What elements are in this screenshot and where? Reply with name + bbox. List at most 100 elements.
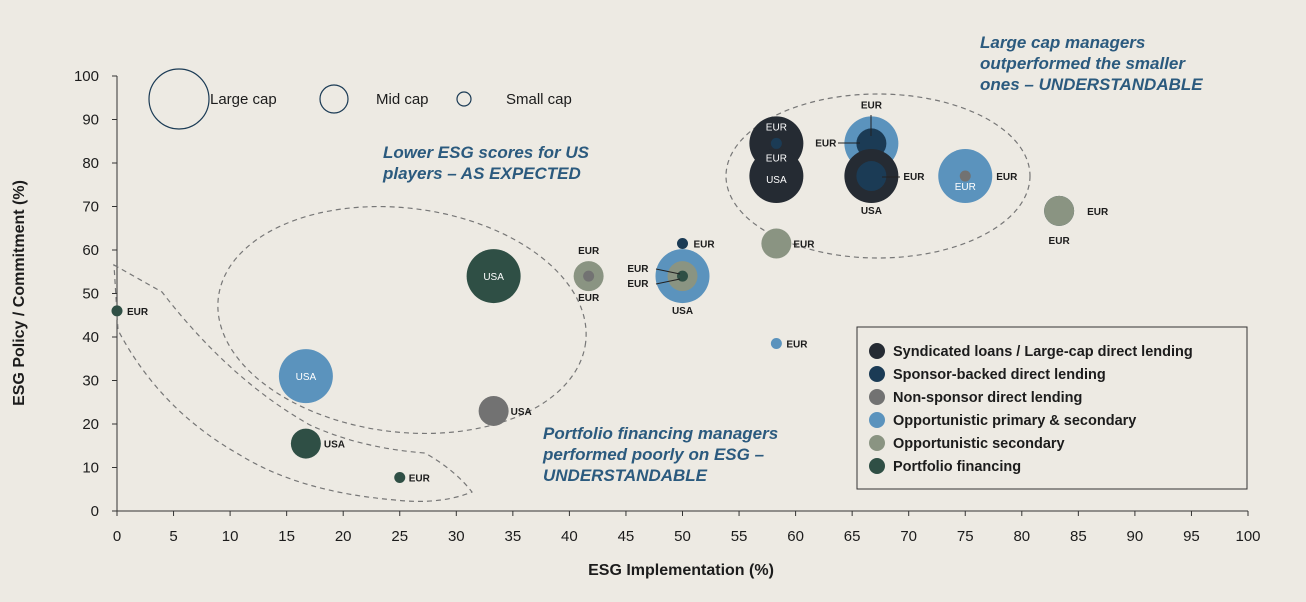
x-tick-label: 100 [1235, 528, 1260, 545]
bubble-label: USA [483, 272, 504, 283]
size-legend-label: Large cap [210, 91, 277, 108]
large-cap-region [725, 93, 1031, 259]
bubble [394, 472, 406, 484]
y-tick-label: 10 [82, 460, 99, 477]
legend-box [856, 326, 1248, 490]
x-tick-label: 25 [391, 528, 408, 545]
legend-swatch [869, 343, 885, 359]
y-axis-label: ESG Policy / Commitment (%) [11, 180, 28, 406]
bubble-label: EUR [627, 264, 649, 275]
size-legend: Large cap Mid cap Small cap [148, 68, 572, 130]
bubble-label: EUR [793, 239, 815, 250]
bubble-label: EUR [861, 100, 883, 111]
bubble-label: USA [296, 372, 317, 383]
y-tick-label: 50 [82, 286, 99, 303]
y-tick-label: 40 [82, 329, 99, 346]
x-tick-label: 20 [335, 528, 352, 545]
bubble-label: EUR [627, 279, 649, 290]
y-tick-label: 90 [82, 112, 99, 129]
size-legend-label: Small cap [506, 91, 572, 108]
x-tick-label: 45 [618, 528, 635, 545]
bubbles [111, 116, 1075, 484]
legend-label: Opportunistic secondary [893, 436, 1065, 452]
bubble-label: EUR [766, 122, 787, 133]
bubble [749, 149, 804, 204]
bubble [478, 395, 509, 426]
bubble-label: EUR [996, 172, 1018, 183]
x-tick-label: 70 [900, 528, 917, 545]
annotation-line: players – AS EXPECTED [382, 164, 581, 183]
annotation: Large cap managers outperformed the small… [980, 33, 1203, 94]
bubble [770, 137, 782, 149]
us-players-region [217, 205, 587, 435]
x-tick-label: 0 [113, 528, 121, 545]
y-tick-label: 80 [82, 155, 99, 172]
bubble-label: EUR [578, 293, 600, 304]
x-tick-label: 80 [1013, 528, 1030, 545]
x-tick-label: 35 [505, 528, 522, 545]
bubble-label: EUR [903, 172, 925, 183]
bubble-label: EUR [127, 307, 149, 318]
bubble [278, 349, 333, 404]
legend-label: Syndicated loans / Large-cap direct lend… [893, 344, 1193, 360]
annotation-line: ones – UNDERSTANDABLE [980, 75, 1203, 94]
y-tick-label: 30 [82, 373, 99, 390]
x-axis-label: ESG Implementation (%) [588, 562, 774, 579]
size-legend-circle [148, 68, 210, 130]
bubble [466, 249, 521, 304]
bubble [1044, 195, 1075, 226]
bubble-label: USA [511, 407, 532, 418]
legend-swatch [869, 435, 885, 451]
bubble-label: EUR [1087, 207, 1109, 218]
bubble [111, 305, 123, 317]
annotation-line: Large cap managers [980, 33, 1145, 52]
x-tick-label: 30 [448, 528, 465, 545]
bubble-label: EUR [1049, 236, 1071, 247]
x-tick-label: 10 [222, 528, 239, 545]
x-tick-label: 60 [787, 528, 804, 545]
legend-swatch [869, 412, 885, 428]
x-tick-label: 65 [844, 528, 861, 545]
legend-label: Portfolio financing [893, 459, 1021, 475]
y-tick-label: 0 [91, 503, 99, 520]
bubble-label: USA [324, 440, 345, 451]
annotation-line: UNDERSTANDABLE [543, 466, 708, 485]
legend-label: Sponsor-backed direct lending [893, 367, 1106, 383]
bubble-label: EUR [578, 246, 600, 257]
bubble-labels: EUR USA USA EUR USA USA EUR EUR USA EUR EUR EUR EUR E… [127, 100, 1109, 484]
size-legend-label: Mid cap [376, 91, 429, 108]
x-tick-label: 90 [1127, 528, 1144, 545]
y-tick-label: 100 [74, 68, 99, 85]
x-tick-label: 40 [561, 528, 578, 545]
bubble [761, 228, 792, 259]
annotations: Large cap managers outperformed the small… [382, 33, 1203, 485]
annotation: Portfolio financing managers performed po… [542, 424, 778, 485]
x-tick-label: 50 [674, 528, 691, 545]
category-legend: Syndicated loans / Large-cap direct lend… [856, 326, 1248, 490]
bubble-label: USA [861, 206, 882, 217]
leader-line [655, 268, 681, 275]
bubble-label: EUR [815, 138, 837, 149]
x-tick-label: 95 [1183, 528, 1200, 545]
annotation-line: Lower ESG scores for US [383, 143, 590, 162]
bubble [677, 237, 688, 249]
legend-swatch [869, 458, 885, 474]
highlight-regions [113, 93, 1031, 502]
bubble-label: EUR [766, 153, 787, 164]
bubble-label: EUR [786, 340, 808, 351]
bubble-label: USA [766, 175, 787, 186]
bubble-label: USA [672, 306, 693, 317]
y-tick-label: 70 [82, 199, 99, 216]
legend-label: Non-sponsor direct lending [893, 390, 1082, 406]
bubble-label: EUR [955, 182, 976, 193]
legend-swatch [869, 366, 885, 382]
y-tick-label: 20 [82, 416, 99, 433]
legend-label: Opportunistic primary & secondary [893, 413, 1136, 429]
x-tick-label: 75 [957, 528, 974, 545]
size-legend-circle [319, 84, 349, 114]
annotation-line: performed poorly on ESG – [542, 445, 765, 464]
bubble-label: EUR [409, 474, 431, 485]
bubble [677, 270, 688, 282]
